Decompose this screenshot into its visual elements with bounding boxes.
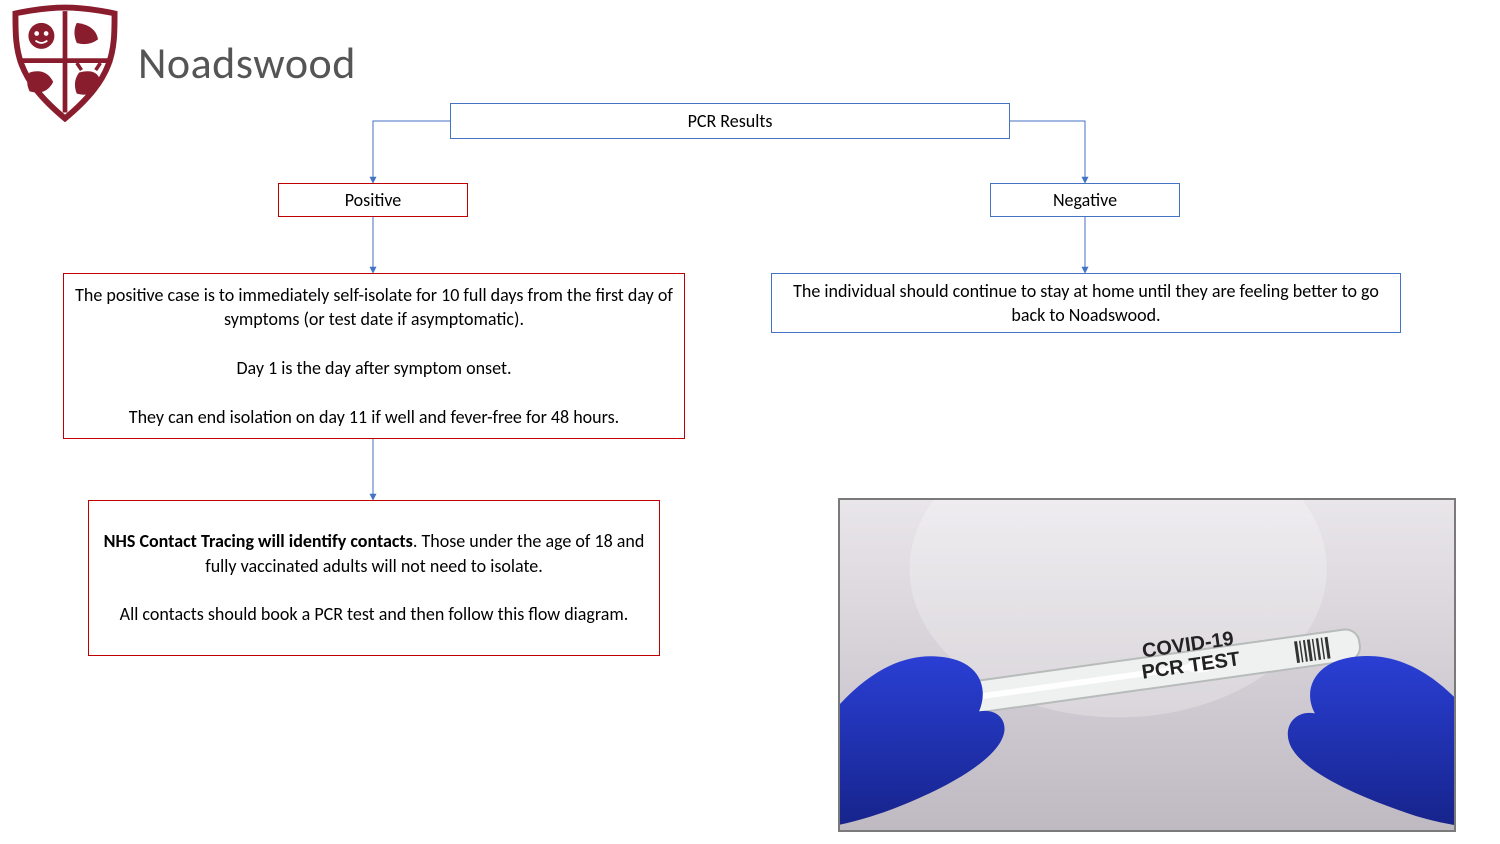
node-negative: Negative [990, 183, 1180, 217]
node-positive: Positive [278, 183, 468, 217]
node-positive-label: Positive [345, 188, 402, 212]
tracing-bold: NHS Contact Tracing will identify contac… [104, 530, 413, 552]
node-pcr-results-label: PCR Results [688, 109, 773, 133]
pcr-test-photo: COVID-19 PCR TEST [838, 498, 1456, 832]
node-positive-detail: The positive case is to immediately self… [63, 273, 685, 439]
brand-name: Noadswood [138, 36, 356, 90]
node-contact-tracing: NHS Contact Tracing will identify contac… [88, 500, 660, 656]
node-negative-detail: The individual should continue to stay a… [771, 273, 1401, 333]
node-negative-label: Negative [1053, 188, 1117, 212]
node-pcr-results: PCR Results [450, 103, 1010, 139]
tracing-spacer [372, 578, 376, 602]
tracing-line1: NHS Contact Tracing will identify contac… [99, 529, 649, 578]
tracing-line2: All contacts should book a PCR test and … [120, 602, 629, 626]
brand-logo: Noadswood [6, 4, 356, 122]
shield-icon [6, 4, 124, 122]
